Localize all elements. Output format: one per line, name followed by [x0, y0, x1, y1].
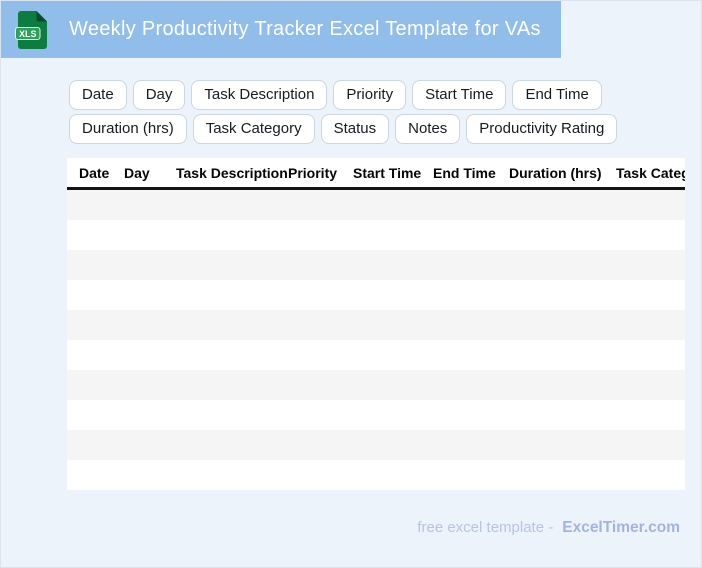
chip-date[interactable]: Date	[69, 80, 127, 110]
chip-notes[interactable]: Notes	[395, 114, 461, 144]
chip-task-description[interactable]: Task Description	[191, 80, 328, 110]
chip-end-time[interactable]: End Time	[512, 80, 602, 110]
table-row	[67, 400, 685, 430]
chip-status[interactable]: Status	[320, 114, 390, 144]
chip-start-time[interactable]: Start Time	[412, 80, 507, 110]
page-title: Weekly Productivity Tracker Excel Templa…	[69, 18, 541, 40]
chip-productivity-rating[interactable]: Productivity Rating	[466, 114, 618, 144]
table-row	[67, 310, 685, 340]
col-header-start-time: Start Time	[353, 164, 422, 181]
col-header-task-category: Task Category	[616, 164, 685, 181]
table-row	[67, 430, 685, 460]
chip-priority[interactable]: Priority	[333, 80, 407, 110]
table-row	[67, 340, 685, 370]
chip-task-category[interactable]: Task Category	[192, 114, 315, 144]
footer: free excel template - ExcelTimer.com	[417, 519, 680, 537]
table-body	[67, 190, 685, 490]
chip-duration[interactable]: Duration (hrs)	[69, 114, 187, 144]
footer-brand-link[interactable]: ExcelTimer.com	[562, 519, 680, 536]
table-row	[67, 190, 685, 220]
xls-file-icon: XLS	[15, 10, 48, 50]
footer-tagline: free excel template -	[417, 519, 554, 536]
column-chip-list: Date Day Task Description Priority Start…	[69, 80, 691, 144]
table-row	[67, 250, 685, 280]
col-header-day: Day	[124, 164, 150, 181]
spreadsheet-preview: Date Day Task Description Priority Start…	[67, 158, 685, 490]
table-row	[67, 280, 685, 310]
xls-icon-label: XLS	[19, 29, 37, 39]
col-header-priority: Priority	[288, 164, 338, 181]
col-header-date: Date	[79, 164, 110, 181]
table-row	[67, 370, 685, 400]
header-bar: XLS Weekly Productivity Tracker Excel Te…	[1, 1, 561, 58]
col-header-task-description: Task Description	[176, 164, 288, 181]
col-header-end-time: End Time	[433, 164, 496, 181]
col-header-duration: Duration (hrs)	[509, 164, 602, 181]
chip-day[interactable]: Day	[132, 80, 186, 110]
table-row	[67, 460, 685, 490]
table-header-row: Date Day Task Description Priority Start…	[67, 158, 685, 190]
table-row	[67, 220, 685, 250]
